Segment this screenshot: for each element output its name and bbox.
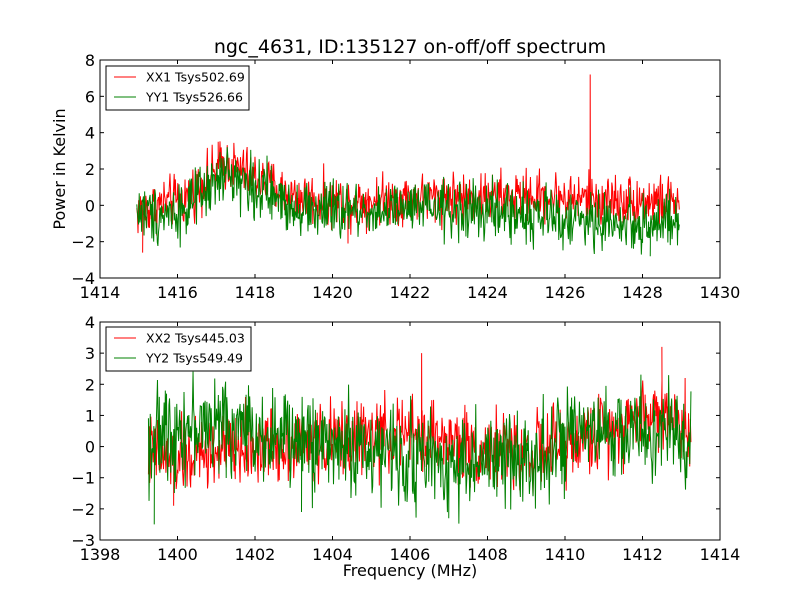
x-tick-label: 1412: [622, 545, 663, 564]
legend-box: [105, 326, 252, 372]
y-tick-label: −2: [71, 500, 95, 519]
y-tick-label: 2: [85, 160, 95, 179]
legend-label: YY2 Tsys549.49: [145, 351, 243, 366]
x-tick-label: 1398: [80, 545, 121, 564]
series-line-2-2: [147, 371, 692, 525]
bottom-panel: 1398 1400 1402 1404 1406 1408 1410 1412 1414−3−2…: [71, 313, 740, 564]
top-panel: 1414 1416 1418 1420 1422 1424 1426 1428 1430 −4 −2…: [71, 51, 740, 302]
x-tick-label: 1404: [312, 545, 353, 564]
x-tick-label: 1420: [312, 283, 353, 302]
legend-label: XX1 Tsys502.69: [146, 70, 245, 85]
legend: XX2 Tsys445.03 YY2 Tsys549.49: [105, 326, 252, 372]
y-tick-label: −2: [71, 233, 95, 252]
y-tick-label: −3: [71, 531, 95, 550]
series-line-1-2: [136, 147, 680, 257]
legend-box: [105, 65, 250, 111]
y-tick-label: 0: [85, 438, 95, 457]
x-tick-label: 1414: [700, 545, 741, 564]
legend-label: YY1 Tsys526.66: [145, 90, 243, 105]
y-tick-label: 4: [85, 124, 95, 143]
x-tick-label: 1416: [157, 283, 198, 302]
legend-label: XX2 Tsys445.03: [146, 331, 245, 346]
y-tick-label: 6: [85, 87, 95, 106]
y-axis-label-top: Power in Kelvin: [50, 108, 69, 229]
y-tick-label: 8: [85, 51, 95, 70]
x-tick-label: 1426: [545, 283, 586, 302]
x-tick-label: 1414: [80, 283, 121, 302]
x-tick-label: 1400: [157, 545, 198, 564]
legend: XX1 Tsys502.69 YY1 Tsys526.66: [105, 65, 250, 111]
figure-title: ngc_4631, ID:135127 on-off/off spectrum: [214, 36, 606, 58]
y-tick-label: 2: [85, 375, 95, 394]
y-tick-label: 1: [85, 406, 95, 425]
x-tick-label: 1408: [467, 545, 508, 564]
x-tick-label: 1418: [235, 283, 276, 302]
y-tick-label: 3: [85, 344, 95, 363]
x-tick-label: 1430: [700, 283, 741, 302]
x-tick-label: 1424: [467, 283, 508, 302]
series-line-1-1: [136, 74, 680, 253]
y-tick-label: 4: [85, 313, 95, 332]
y-tick-label: −4: [71, 269, 95, 288]
y-tick-label: −1: [71, 469, 95, 488]
x-tick-label: 1406: [390, 545, 431, 564]
x-axis-label: Frequency (MHz): [343, 561, 477, 580]
x-tick-label: 1402: [235, 545, 276, 564]
x-tick-label: 1410: [545, 545, 586, 564]
x-tick-label: 1428: [622, 283, 663, 302]
x-tick-label: 1422: [390, 283, 431, 302]
y-tick-label: 0: [85, 196, 95, 215]
